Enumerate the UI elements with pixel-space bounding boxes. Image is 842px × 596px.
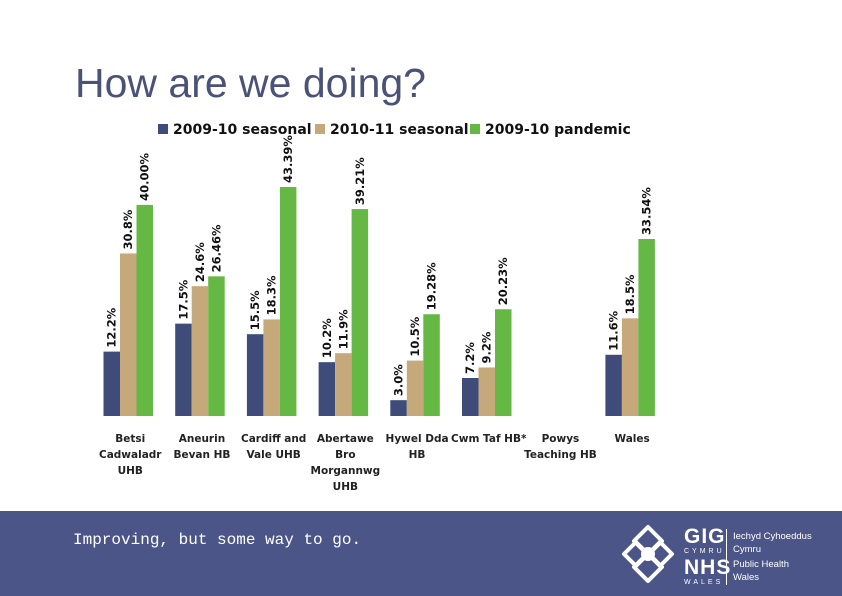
- chart-legend: 2009-10 seasonal 2010-11 seasonal 2009-10 …: [158, 122, 631, 138]
- bar-value-label: 19.28%: [425, 262, 439, 310]
- bar: [208, 276, 225, 416]
- category-label: Cardiff and: [241, 433, 306, 445]
- bar-value-label: 3.0%: [392, 364, 406, 396]
- footer-band: Improving, but some way to go. GIG CYMRU…: [0, 511, 842, 596]
- bar-value-label: 18.3%: [265, 275, 279, 315]
- bar: [318, 362, 336, 416]
- category-label: Bevan HB: [173, 449, 230, 461]
- bar-value-label: 11.9%: [336, 309, 350, 349]
- legend-label: 2010-11 seasonal: [330, 122, 469, 138]
- category-label: UHB: [333, 481, 358, 493]
- bar-value-label: 39.21%: [353, 157, 367, 205]
- category-label: Teaching HB: [524, 449, 597, 461]
- bar: [621, 318, 639, 416]
- logo-cymru-text: CYMRU: [684, 548, 725, 555]
- bar: [191, 286, 209, 416]
- bar: [103, 351, 120, 416]
- bar: [638, 238, 655, 416]
- bar-value-label: 40.00%: [138, 153, 152, 201]
- bar: [136, 204, 153, 416]
- bar-value-label: 11.6%: [607, 310, 621, 350]
- category-label: Powys: [542, 433, 580, 445]
- legend-label: 2009-10 pandemic: [485, 122, 631, 138]
- chart-bars: [103, 187, 655, 416]
- bar: [175, 323, 192, 416]
- category-label: Cadwaladr: [99, 449, 162, 461]
- footer-caption: Improving, but some way to go.: [73, 531, 362, 549]
- category-label: Bro: [335, 449, 355, 461]
- category-label: Betsi: [115, 433, 145, 445]
- legend-swatch: [315, 124, 325, 134]
- logo-org-line: Wales: [733, 572, 760, 583]
- bar-value-label: 20.23%: [496, 257, 510, 305]
- bar: [423, 314, 440, 416]
- category-label: Morgannwg: [311, 465, 381, 477]
- bar-value-label: 26.46%: [209, 224, 223, 272]
- category-label: Cwm Taf HB*: [451, 433, 527, 445]
- category-label: UHB: [118, 465, 143, 477]
- category-label: Hywel Dda: [386, 433, 449, 445]
- bar: [335, 353, 352, 416]
- bar: [478, 367, 495, 416]
- logo-gig-text: GIG: [684, 525, 726, 548]
- legend-swatch: [470, 124, 480, 134]
- bar: [495, 309, 512, 416]
- bar-value-label: 10.5%: [408, 316, 422, 356]
- bar-value-label: 30.8%: [121, 209, 135, 249]
- bar: [279, 187, 297, 416]
- celtic-knot-icon: [622, 525, 674, 583]
- slide-title: How are we doing?: [75, 60, 426, 106]
- legend-label: 2009-10 seasonal: [173, 122, 312, 138]
- bar: [120, 253, 137, 416]
- category-label: HB: [409, 449, 426, 461]
- category-label: Vale UHB: [246, 449, 300, 461]
- legend-swatch: [158, 124, 168, 134]
- bar-value-label: 33.54%: [640, 187, 654, 235]
- bar-value-label: 24.6%: [193, 242, 207, 282]
- bar-value-label: 12.2%: [105, 307, 119, 347]
- logo-nhs-text: NHS: [684, 556, 732, 579]
- logo-org-line: Iechyd Cyhoeddus: [733, 531, 812, 542]
- bar-value-label: 7.2%: [463, 342, 477, 374]
- category-label: Abertawe: [317, 433, 374, 445]
- bar-value-label: 15.5%: [248, 290, 262, 330]
- category-label: Aneurin: [179, 433, 225, 445]
- bar: [351, 209, 369, 416]
- bar-value-label: 10.2%: [320, 318, 334, 358]
- nhs-wales-logo: GIG CYMRU NHS WALES Iechyd Cyhoeddus Cym…: [618, 521, 838, 591]
- logo-wales-text: WALES: [684, 579, 724, 586]
- bar: [406, 360, 424, 416]
- bar: [605, 354, 622, 416]
- bar: [246, 334, 264, 416]
- category-label: Wales: [615, 433, 650, 445]
- logo-org-line: Cymru: [733, 544, 761, 555]
- bar: [462, 378, 479, 416]
- logo-divider: [726, 529, 727, 585]
- bar-value-label: 43.39%: [281, 135, 295, 183]
- grouped-bar-chart: 2009-10 seasonal 2010-11 seasonal 2009-10 …: [99, 122, 655, 493]
- chart-value-labels: 12.2%30.8%40.00%17.5%24.6% 26.46%15.5% 18.…: [105, 135, 654, 397]
- bar-value-label: 18.5%: [623, 274, 637, 314]
- logo-org-line: Public Health: [733, 559, 789, 570]
- bar-value-label: 17.5%: [176, 279, 190, 319]
- bar: [263, 319, 280, 416]
- chart-category-labels: Betsi Cadwaladr UHB Aneurin Bevan HB Cardiff …: [99, 433, 650, 493]
- bar-value-label: 9.2%: [480, 331, 494, 363]
- bar: [390, 400, 407, 416]
